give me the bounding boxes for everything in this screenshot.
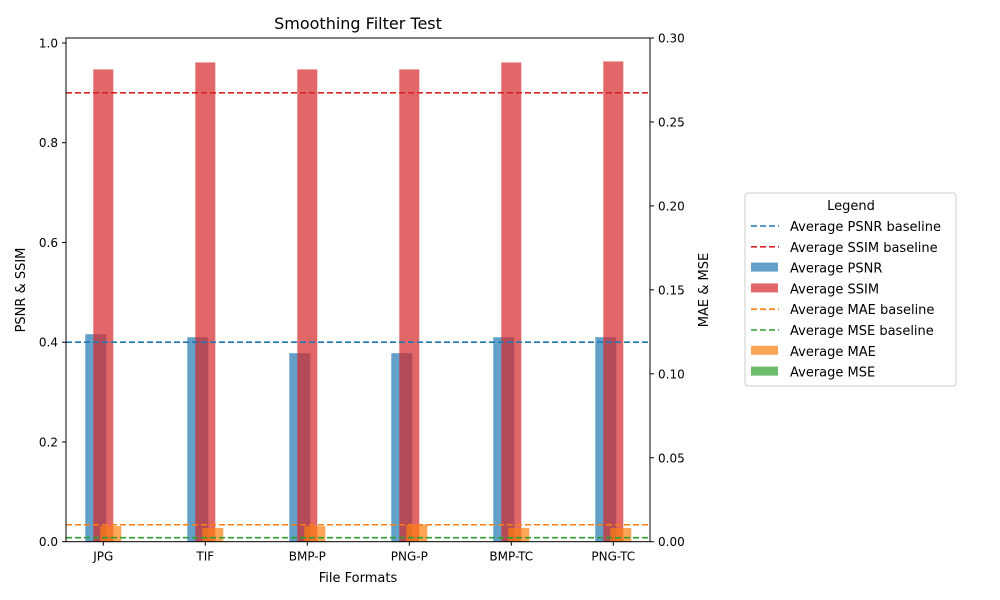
y-tick-label-right: 0.20 <box>658 199 685 213</box>
x-axis-label: File Formats <box>319 571 398 586</box>
legend-entry-label: Average PSNR <box>790 262 882 277</box>
bar-average-ssim-png-p <box>399 69 420 542</box>
legend-entry-label: Average PSNR baseline <box>790 220 941 235</box>
legend-entry-label: Average MAE baseline <box>790 303 934 318</box>
legend-patch-icon <box>751 345 778 355</box>
bar-average-ssim-png-tc <box>603 61 624 542</box>
bar-average-mae-tif <box>202 527 224 542</box>
y-axis-label-right: MAE & MSE <box>697 253 712 327</box>
y-tick-label-left: 1.0 <box>39 36 58 50</box>
y-tick-label-right: 0.30 <box>658 32 685 46</box>
legend-title: Legend <box>827 199 875 214</box>
y-tick-label-right: 0.10 <box>658 367 685 381</box>
legend-patch-icon <box>751 283 778 293</box>
y-tick-label-right: 0.15 <box>658 283 685 297</box>
y-tick-label-left: 0.2 <box>39 435 58 449</box>
x-tick-label: TIF <box>195 550 214 564</box>
y-tick-label-left: 0.0 <box>39 535 58 549</box>
chart-title: Smoothing Filter Test <box>274 14 442 33</box>
bar-average-ssim-jpg <box>93 69 114 542</box>
x-tick-label: BMP-TC <box>489 550 533 564</box>
y-tick-label-left: 0.8 <box>39 136 58 150</box>
legend: Legend Average PSNR baseline Average SSIM … <box>744 192 957 387</box>
y-axis-label-left: PSNR & SSIM <box>14 248 29 333</box>
y-tick-label-right: 0.00 <box>658 535 685 549</box>
bar-average-mae-bmp-tc <box>508 527 530 542</box>
y-tick-label-right: 0.05 <box>658 451 685 465</box>
x-tick-label: BMP-P <box>289 550 326 564</box>
bar-average-ssim-bmp-tc <box>501 62 522 542</box>
legend-entry-label: Average SSIM <box>790 282 879 297</box>
plot-frame <box>65 37 651 543</box>
bar-average-mae-bmp-p <box>304 526 326 542</box>
bar-average-mae-png-p <box>406 524 428 542</box>
bar-average-ssim-tif <box>195 62 216 542</box>
legend-entry-label: Average SSIM baseline <box>790 241 938 256</box>
bar-average-mae-jpg <box>100 526 122 542</box>
y-tick-label-right: 0.25 <box>658 115 685 129</box>
legend-entry-label: Average MSE <box>790 366 875 381</box>
x-tick-label: PNG-TC <box>591 550 635 564</box>
y-tick-label-left: 0.6 <box>39 236 58 250</box>
y-tick-label-left: 0.4 <box>39 336 58 350</box>
legend-patch-icon <box>751 366 778 376</box>
bar-average-ssim-bmp-p <box>297 69 318 542</box>
x-tick-label: JPG <box>92 550 113 564</box>
x-tick-label: PNG-P <box>391 550 428 564</box>
legend-box <box>744 192 957 387</box>
legend-patch-icon <box>751 262 778 272</box>
legend-entry-label: Average MSE baseline <box>790 324 934 339</box>
legend-entry-label: Average MAE <box>790 345 876 360</box>
bar-average-mae-png-tc <box>610 527 632 542</box>
